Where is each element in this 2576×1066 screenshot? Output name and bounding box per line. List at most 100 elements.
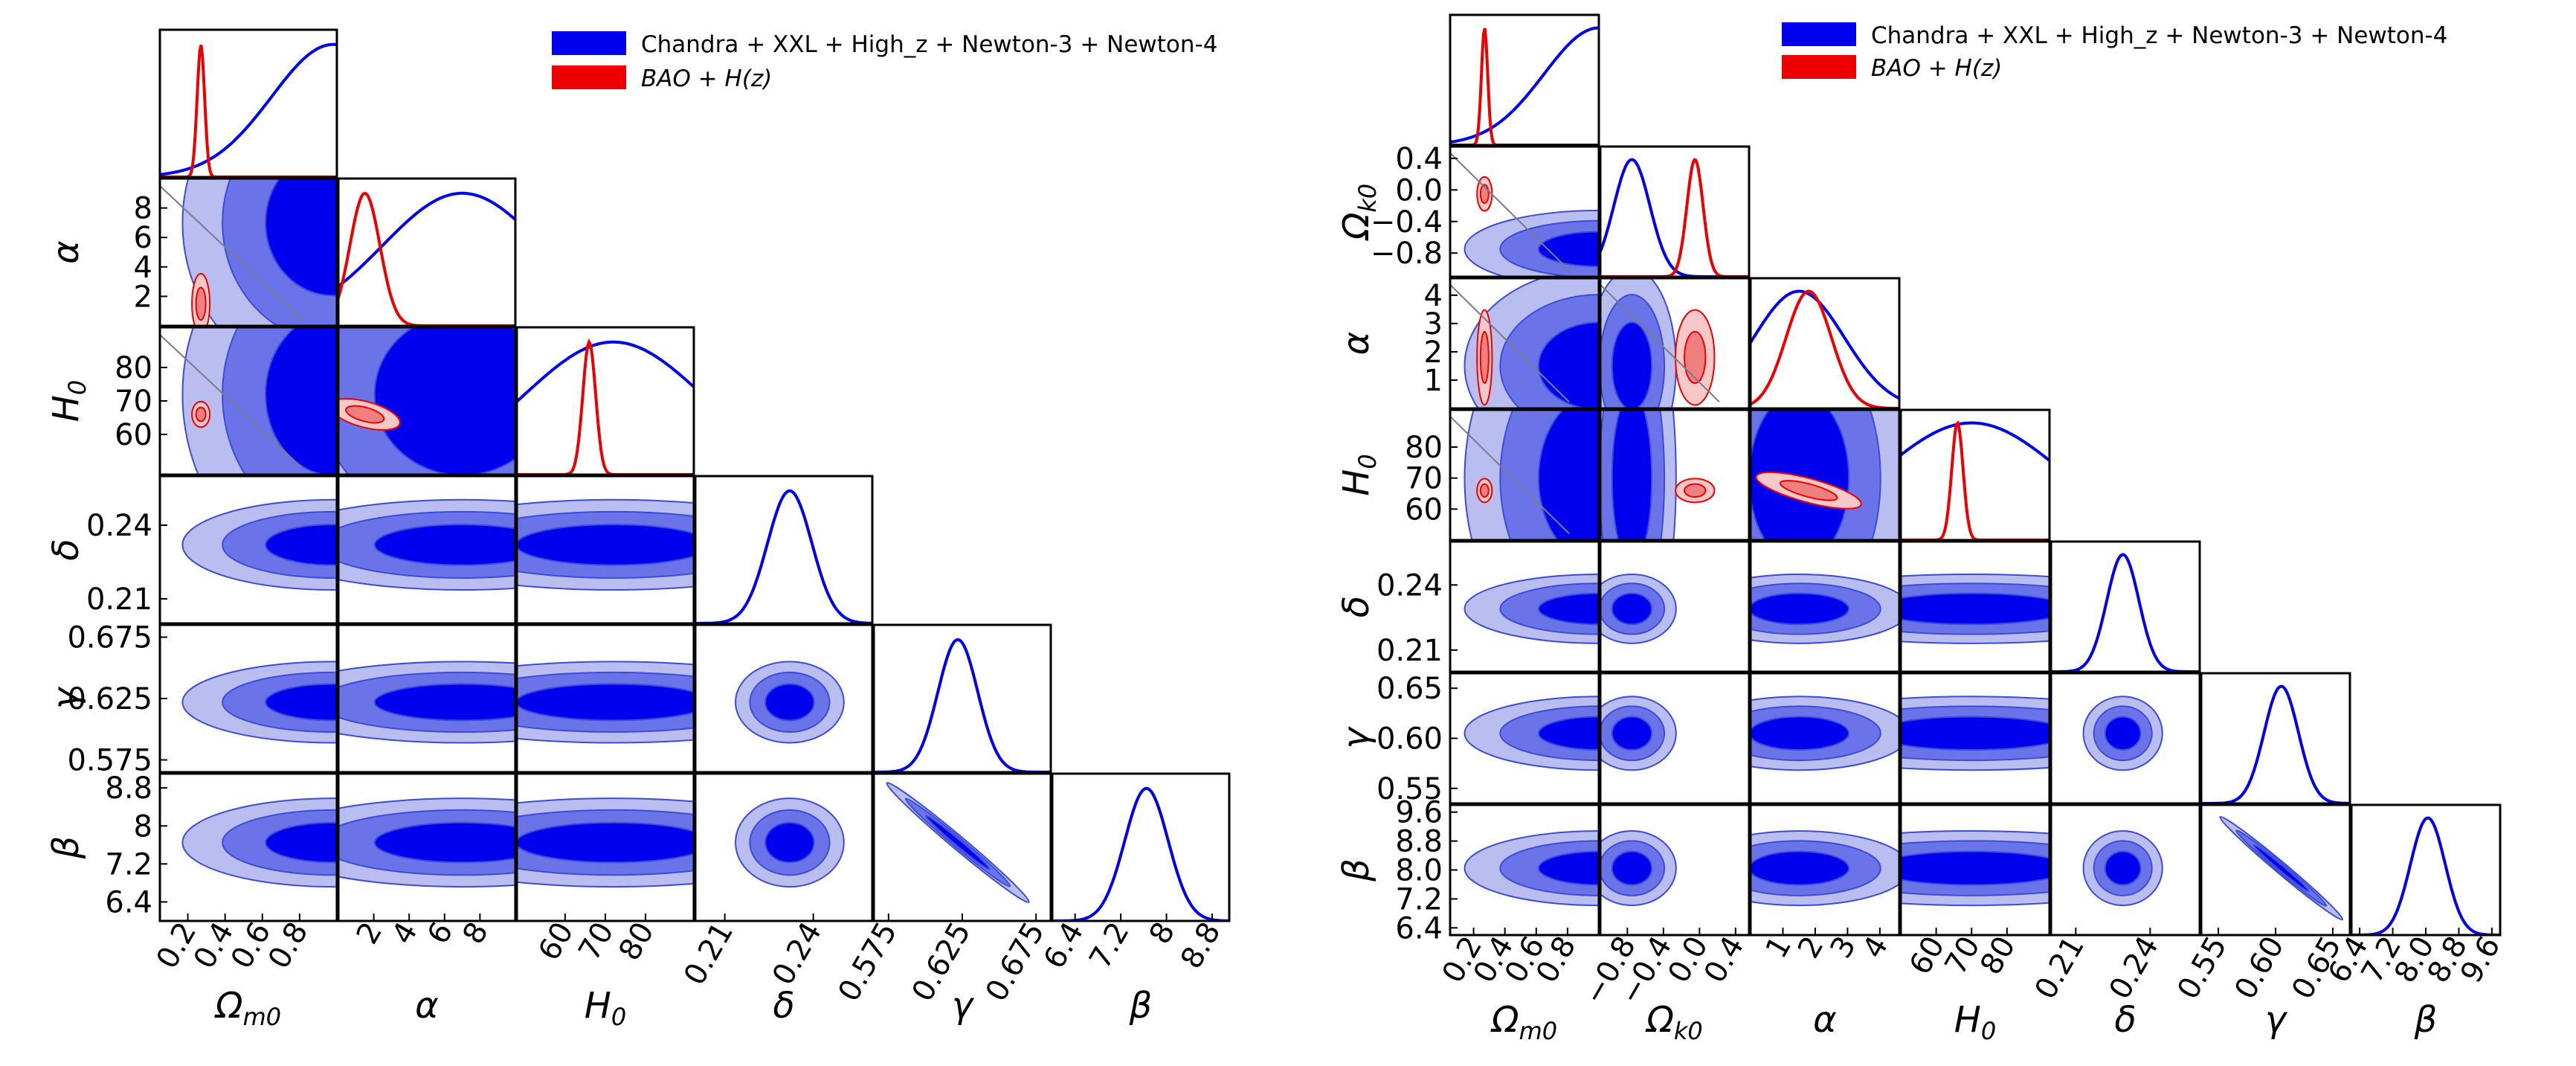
marginal-curve-series-a: [517, 340, 694, 403]
y-tick-label: −0.8: [1371, 237, 1443, 271]
y-tick-label: 1: [1424, 364, 1443, 398]
contour-series-b-level-2: [1684, 483, 1707, 498]
panel-frame: [337, 772, 517, 922]
panel-frame: [694, 623, 874, 774]
contour-series-a-level-3: [925, 815, 991, 870]
x-axis-label-β: β: [2414, 999, 2438, 1041]
marginal-panel-δ: [2049, 540, 2201, 673]
y-axis-Ωk0: −0.8−0.40.00.4 Ωk0: [1336, 142, 1458, 271]
contour-series-a-level-3: [373, 524, 515, 566]
joint-panel-δ-β: [2049, 803, 2201, 937]
x-axis-β: 6.47.28.08.89.6β: [2322, 928, 2508, 1041]
contour-series-a-level-3: [517, 524, 694, 566]
degeneracy-line: [1450, 416, 1570, 534]
panel-frame: [2049, 672, 2201, 805]
contour-series-b-level-2: [1479, 330, 1490, 385]
contour-series-a-level-3: [373, 327, 515, 475]
x-axis-label-α: α: [1813, 999, 1837, 1041]
joint-panel-Ωm0-γ: [1449, 672, 1600, 805]
y-tick-label: 3: [1424, 307, 1443, 341]
marginal-panel-α: [337, 177, 517, 327]
panel-frame: [515, 623, 695, 774]
joint-panel-H0-γ: [515, 623, 695, 774]
legend-label-series-a: Chandra + XXL + High_z + Newton-3 + Newt…: [641, 31, 1217, 58]
x-tick-label: 80: [612, 916, 660, 966]
x-axis-δ: 0.21 0.24δ: [2029, 928, 2166, 1041]
y-axis-γ: 0.575 0.625 0.675 γ: [45, 621, 167, 778]
contour-series-a-level-3: [1611, 321, 1653, 408]
corner-plot-left: 2468α607080H00.210.24δ0.5750.6250.675γ6.…: [45, 28, 1231, 1031]
y-tick-label: 0.60: [1376, 722, 1443, 757]
joint-panel-α-δ: [337, 475, 517, 625]
legend-label-series-b: BAO + H(z): [1871, 55, 2002, 82]
joint-panel-H0-δ: [515, 475, 695, 625]
panel-frame: [2049, 540, 2201, 673]
marginal-curve-series-a: [874, 638, 1051, 772]
x-tick-label: 0.24: [766, 916, 828, 991]
marginal-panel-Ωk0: [1599, 145, 1751, 278]
marginal-panel-γ: [2200, 672, 2351, 805]
y-axis-label-γ: γ: [45, 686, 87, 709]
legend-right: Chandra + XXL + High_z + Newton-3 + Newt…: [1782, 22, 2447, 82]
x-tick-label: 0.675: [979, 916, 1052, 1007]
y-axis-β: 6.47.28.08.89.6 β: [1336, 796, 1458, 945]
panel-frame: [1599, 672, 1751, 805]
legend-swatch-series-b: [552, 65, 626, 89]
x-tick-label: 9.6: [2454, 931, 2508, 989]
x-tick-label: 0.55: [2171, 931, 2233, 1005]
x-tick-label: 70: [572, 916, 620, 966]
x-tick-label: 0.24: [2103, 931, 2166, 1005]
joint-panel-Ωm0-α: [158, 177, 338, 327]
marginal-curve-series-a: [338, 191, 515, 288]
y-tick-label: 0.625: [67, 682, 152, 716]
panel-frame: [515, 475, 695, 625]
y-tick-label: −0.4: [1371, 205, 1443, 240]
joint-panel-Ωm0-δ: [158, 475, 338, 625]
panel-frame: [1749, 408, 1901, 542]
degeneracy-line: [1600, 284, 1720, 402]
y-tick-label: 0.21: [86, 582, 152, 617]
panel-frame: [1599, 277, 1751, 410]
joint-panel-H0-β: [515, 772, 695, 922]
joint-panel-Ωk0-δ: [1599, 540, 1751, 673]
x-axis-label-γ: γ: [2265, 999, 2288, 1041]
y-tick-label: 60: [115, 418, 152, 452]
contour-series-b-level-2: [195, 286, 207, 321]
y-axis-γ: 0.55 0.60 0.65 γ: [1336, 672, 1458, 806]
marginal-panel-Ωm0: [1449, 13, 1600, 147]
legend-swatch-series-a: [552, 31, 626, 55]
panel-frame: [337, 177, 517, 327]
panel-frame: [337, 326, 517, 476]
contour-series-a-level-3: [1751, 410, 1850, 540]
joint-panel-α-H0: [1749, 408, 1901, 542]
joint-panel-Ωm0-Ωk0: [1449, 145, 1600, 278]
panel-frame: [1449, 277, 1600, 410]
joint-panel-Ωm0-α: [1449, 277, 1600, 410]
degeneracy-line: [160, 185, 303, 319]
joint-panel-δ-γ: [2049, 672, 2201, 805]
x-tick-label: 0.8: [1530, 931, 1583, 989]
y-tick-label: 0.0: [1395, 173, 1443, 208]
contour-series-b-level-2: [1479, 483, 1490, 498]
y-tick-label: 0.4: [1395, 142, 1443, 176]
x-tick-label: 6.4: [1037, 916, 1091, 975]
marginal-curve-series-a: [1052, 786, 1229, 921]
panel-frame: [1449, 145, 1600, 278]
contour-series-a-level-3: [1901, 716, 2049, 751]
panel-frame: [1599, 145, 1751, 278]
y-tick-label: 80: [115, 351, 152, 385]
y-tick-label: 0.675: [67, 621, 152, 655]
y-tick-label: 0.55: [1376, 772, 1443, 806]
x-tick-label: 0.8: [262, 916, 315, 975]
y-tick-label: 2: [134, 280, 152, 314]
marginal-curve-series-a: [1600, 158, 1749, 277]
y-tick-label: 9.6: [1395, 796, 1443, 830]
joint-panel-Ωm0-β: [158, 772, 338, 922]
x-tick-label: 8.8: [1174, 916, 1228, 975]
joint-panel-H0-β: [1899, 803, 2051, 937]
